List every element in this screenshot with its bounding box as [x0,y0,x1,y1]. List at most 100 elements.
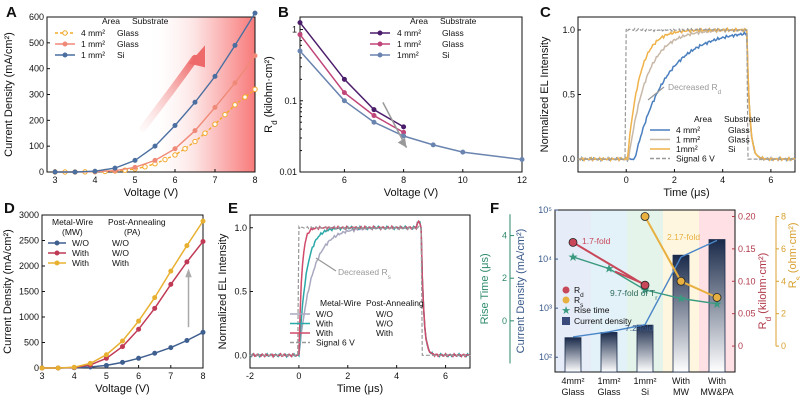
data-series-line [299,34,404,134]
cd-axis-label: 10² [539,352,552,362]
cd-axis-title: Current Density (mA/cm²) [515,229,527,354]
legend-header-mw-abbr: (MW) [62,227,83,237]
data-point [232,102,238,108]
legend-substrate: Glass [442,28,464,38]
data-series-line [249,220,471,359]
x-tick-label: -2 [246,371,254,381]
x-tick-label: 10 [458,175,468,185]
y-axis-label: Normalized EL Intensity [217,233,229,349]
data-point [136,318,142,324]
legend-rise: Rise time [574,305,610,315]
panel-label: A [6,4,17,21]
annotation-tr-fold: 9.7-fold of Tr [610,288,658,302]
data-point [103,352,109,358]
data-series-line [578,27,795,160]
cd-axis-label: 10³ [539,303,552,313]
data-point [55,365,61,371]
y-tick-label: 2000 [19,261,39,271]
legend-substrate: Glass [728,125,750,135]
data-point [103,362,109,368]
legend-header-area: Area [694,114,712,124]
legend-area: 4 mm² [676,125,700,135]
legend-marker [62,41,68,47]
data-point [172,152,178,158]
annotation-arrow [315,257,337,272]
data-point [52,169,58,175]
data-point [200,218,206,224]
legend-header-pa: Post-Annealing [366,298,424,308]
legend-header-substrate: Substrate [724,114,761,124]
legend-marker-rd [562,286,570,294]
x-tick-label: 6 [342,175,347,185]
legend-pa: With [112,258,129,268]
trend-arrow [139,54,199,132]
rd-arrow [614,270,642,284]
x-tick-label: 7 [212,175,217,185]
y-tick-label: 1.0 [234,223,247,233]
x-tick-label: 8 [200,371,205,381]
y-tick-label: 0.0 [562,154,575,164]
data-point [341,98,347,104]
legend-pa: W/O [112,248,129,258]
x-tick-label: 2 [672,175,677,185]
data-point [519,156,525,162]
data-point [152,305,158,311]
x-tick-label: 0 [296,371,301,381]
category-label-line2: Glass [597,387,621,397]
data-point [87,360,93,366]
x-tick-label: 8 [252,175,257,185]
rs-axis-label: 8 [781,211,786,221]
data-point [371,119,377,125]
rd-axis-label: 0 [738,341,743,351]
x-tick-label: 12 [517,175,527,185]
data-point [232,42,238,48]
data-point [222,111,228,118]
category-label-line1: 1mm² [634,376,657,386]
x-tick-label: 8 [401,175,406,185]
data-point [212,104,218,110]
y-tick-label: 0.01 [279,167,297,177]
legend-area: 4 mm² [81,28,105,38]
legend-pa: W/O [376,319,393,329]
rs-point [676,276,686,286]
y-axis-label: Current Density (mA/cm²) [3,32,15,157]
x-tick-label: 2 [345,371,350,381]
panel-b: 6 8 10 12 0.01 0.1 1 Voltage (V) Rd (kilohm·cm²)… [263,4,527,199]
legend-substrate: Glass [117,39,139,49]
data-point [72,169,78,175]
legend-substrate: Si [728,144,736,154]
legend-substrate: Si [117,50,125,60]
rs-axis-label: 0 [781,341,786,351]
rise-axis-label: 2 [502,273,507,283]
x-tick-label: 6 [768,175,773,185]
rs-point [712,293,722,302]
y-tick-label: 1 [292,25,297,35]
rs-axis-label: 2 [781,309,786,319]
legend-mw: With [316,319,333,329]
rd-axis-label: 0.05 [738,309,756,319]
data-point [371,113,377,119]
current-density-trend [572,239,718,338]
data-point [401,124,407,130]
data-point [212,73,218,79]
cd-axis-label: 10⁴ [538,254,552,264]
y-axis-label: Current Density (mA/cm²) [2,229,14,354]
legend-area: 1 mm² [81,50,105,60]
annotation-cd-fold: 7.2-fold [625,323,654,333]
data-point [202,130,208,136]
data-point [184,243,190,249]
y-tick-label: 1500 [19,287,39,297]
x-tick-label: 5 [104,371,109,381]
data-point [252,10,258,16]
annotation-arrow [647,86,665,101]
x-tick-label: 7 [168,371,173,381]
x-tick-label: 6 [443,371,448,381]
current-density-bar [600,332,618,373]
legend-area: 1 mm² [676,135,700,145]
category-label-line2: MW&PA [700,387,733,397]
rs-axis-label: 6 [781,244,786,254]
y-tick-label: 2500 [19,236,39,246]
y-tick-label: 1000 [19,312,39,322]
rd-line [572,241,646,287]
